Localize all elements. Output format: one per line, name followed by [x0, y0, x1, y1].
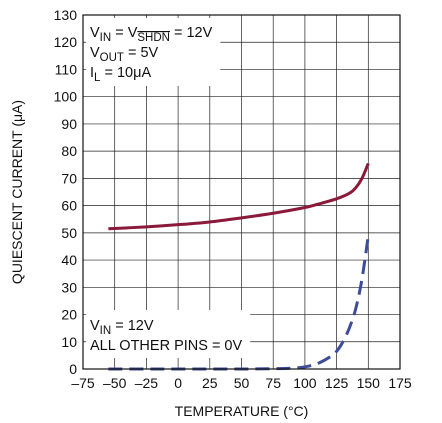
x-tick-label: 175 — [388, 375, 412, 391]
y-tick-label: 110 — [55, 61, 78, 77]
y-tick-label: 50 — [61, 225, 77, 241]
y-tick-label: 90 — [61, 116, 77, 132]
annotation-line: IL = 10μA — [90, 65, 151, 84]
y-tick-label: 100 — [54, 89, 78, 105]
x-tick-label: 100 — [293, 375, 317, 391]
y-tick-label: 120 — [54, 34, 78, 50]
y-tick-label: 10 — [61, 334, 77, 350]
y-tick-label: 20 — [61, 307, 77, 323]
x-tick-labels: –75 –50 –25 0 25 50 75 100 125 150 175 — [71, 375, 412, 391]
y-tick-label: 0 — [69, 361, 77, 377]
y-tick-labels: 0 10 20 30 40 50 60 70 80 90 100 110 120 130 — [54, 7, 78, 377]
x-tick-label: –25 — [135, 375, 159, 391]
x-tick-label: 150 — [357, 375, 381, 391]
annotation-line: ALL OTHER PINS = 0V — [90, 338, 243, 354]
x-tick-label: 0 — [174, 375, 182, 391]
annotation-line: VIN = VSHDN = 12V — [90, 25, 213, 44]
x-tick-label: 25 — [202, 375, 218, 391]
annotation-line: VOUT = 5V — [90, 45, 159, 64]
y-tick-label: 80 — [61, 143, 77, 159]
y-axis-title: QUIESCENT CURRENT (μA) — [9, 100, 25, 284]
annotation-background — [86, 18, 221, 86]
x-tick-label: 50 — [234, 375, 250, 391]
y-tick-label: 30 — [61, 279, 77, 295]
x-tick-label: 75 — [265, 375, 281, 391]
y-tick-label: 70 — [61, 170, 77, 186]
annotation-line: VIN = 12V — [90, 318, 154, 337]
annotation-background — [86, 310, 251, 358]
x-tick-label: –50 — [103, 375, 127, 391]
y-tick-label: 60 — [61, 198, 77, 214]
x-tick-label: –75 — [71, 375, 95, 391]
plot-frame — [82, 14, 401, 370]
x-tick-label: 125 — [325, 375, 349, 391]
y-tick-label: 40 — [61, 252, 77, 268]
y-tick-label: 130 — [54, 7, 78, 23]
x-axis-title: TEMPERATURE (°C) — [175, 403, 309, 419]
series-line-1 — [108, 162, 370, 231]
